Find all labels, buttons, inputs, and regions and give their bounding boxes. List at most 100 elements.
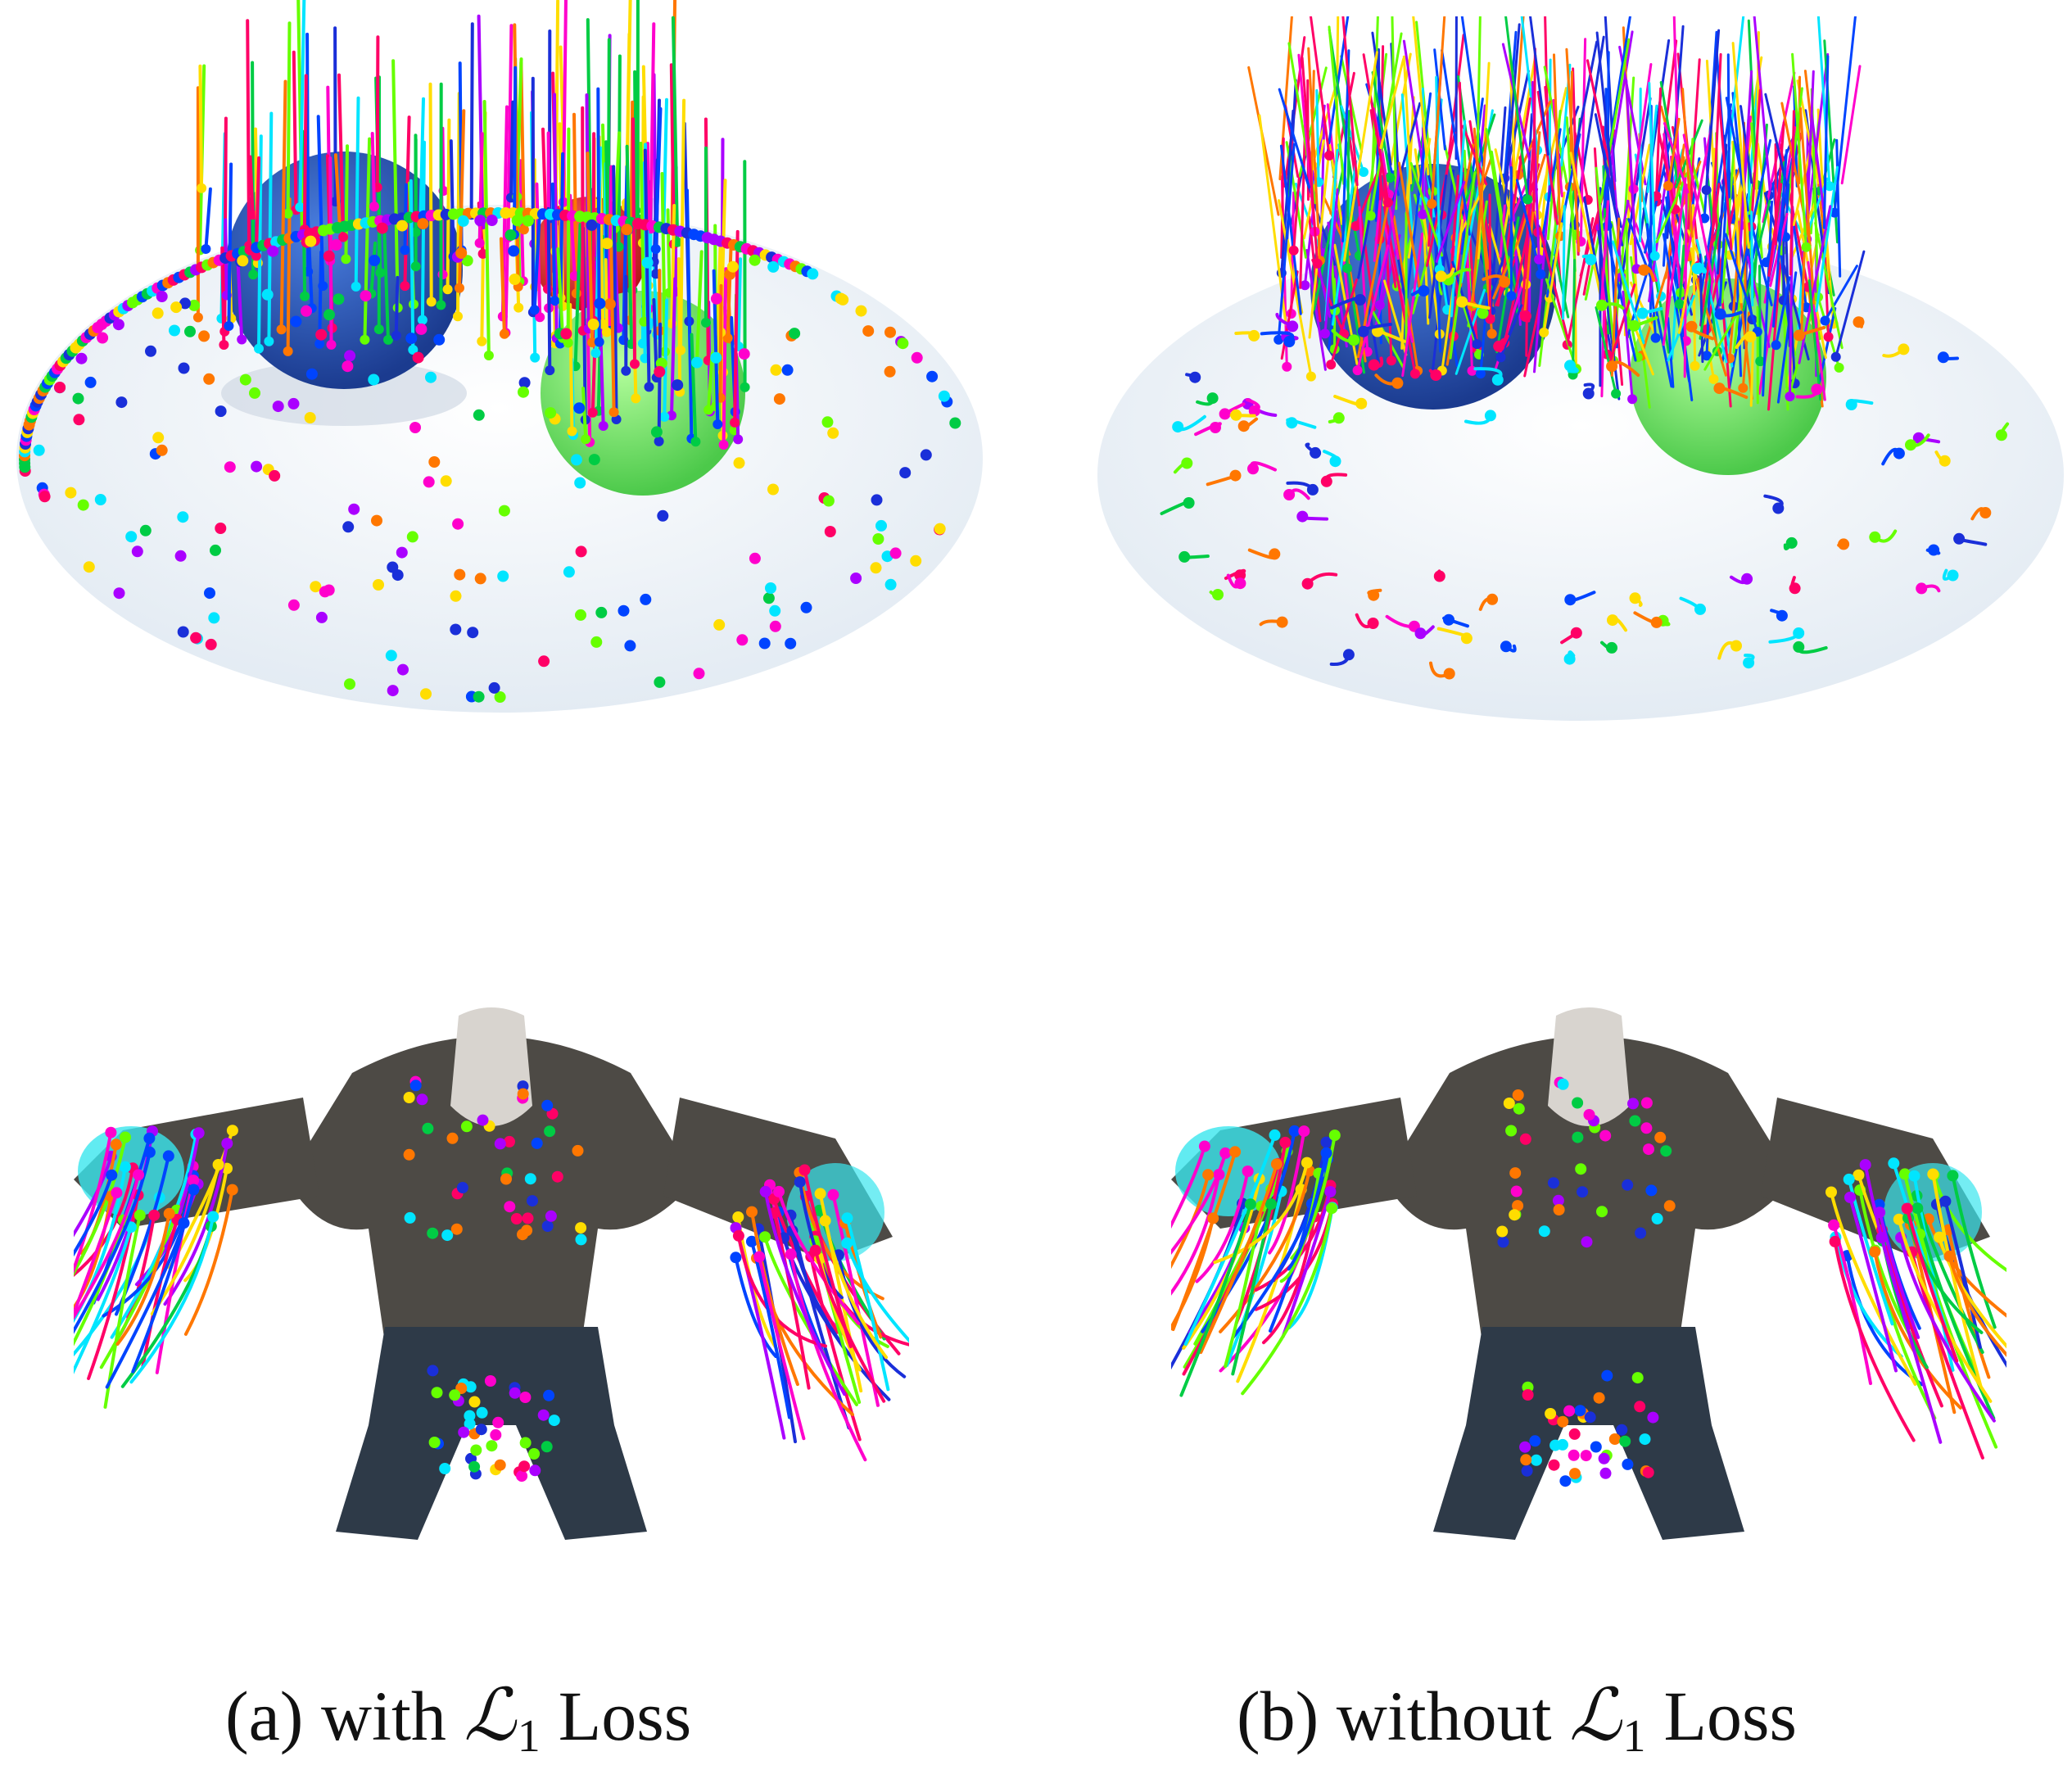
track-point [1354,294,1366,306]
track-line [1662,177,1687,346]
track-point [1619,1435,1631,1447]
track-point [889,547,902,559]
track-point [601,327,612,337]
track-line [1699,183,1721,327]
track-point [409,1080,422,1092]
track-point [247,210,258,220]
track-point [201,244,211,254]
track-point [333,293,345,306]
track-point [476,1406,488,1419]
track-point [1583,1109,1595,1120]
track-line [105,1221,186,1389]
track-point [884,365,896,378]
track-line [1724,233,1759,333]
track-line [670,204,676,325]
track-point [1319,328,1330,339]
track-point [1352,365,1363,376]
track-line [1595,31,1616,206]
track-line [789,1252,867,1462]
track-point [841,1237,853,1249]
track-point [1927,1168,1939,1180]
track-line [1425,131,1456,267]
track-line [370,132,376,209]
track-point [588,454,600,466]
track-point [170,301,183,314]
creature-legs [336,1327,647,1540]
track-point [1244,1198,1256,1211]
track-point [264,336,274,346]
track-point [178,362,190,374]
track-point [162,1150,174,1162]
track-point [428,456,441,468]
track-point [1629,1115,1641,1127]
track-point [691,356,703,369]
track-point [529,1464,541,1477]
track-line [344,144,349,261]
track-point [344,350,356,362]
track-line [1464,204,1473,373]
track-point [740,382,750,392]
track-point [1575,1163,1587,1175]
track-line [1503,23,1521,205]
track-point [654,676,666,688]
track-point [276,324,287,335]
track-line [1317,265,1332,319]
track-point [133,1209,146,1221]
track-point [1210,422,1221,433]
track-point [1503,1098,1515,1109]
track-point [112,319,124,331]
track-point [1789,582,1801,595]
track-line [566,127,571,345]
track-line [1374,81,1381,222]
track-point [1979,507,1992,518]
track-point [205,638,217,650]
track-line [129,1215,215,1384]
track-point [1801,242,1812,252]
track-line [631,117,636,366]
track-point [425,371,437,383]
track-point [315,611,328,623]
track-point [872,533,884,545]
track-line [1750,210,1754,307]
track-point [1326,360,1337,370]
track-line [654,106,663,251]
track-line [1699,222,1721,340]
track-line [1622,290,1634,401]
track-point [1332,412,1345,424]
track-point [640,593,652,605]
track-point [314,338,325,349]
track-line [1597,230,1621,401]
track-point [1206,392,1219,405]
track-line [204,187,212,251]
track-line [1609,283,1636,362]
caption-b: (b) without ℒ1 Loss [1237,1679,1797,1760]
creature-render-without-l1 [1171,1007,2006,1540]
track-point [456,1182,468,1193]
track-point [224,461,236,473]
track-point [1234,569,1246,582]
track-line [1648,82,1657,257]
track-point [548,1415,560,1427]
track-point [641,256,654,269]
track-point [125,531,138,543]
track-point [204,587,215,600]
track-point [342,521,355,533]
track-line [1782,264,1810,361]
track-point [1585,254,1597,265]
track-point [1582,387,1595,400]
track-point [484,1375,496,1387]
track-point [237,334,247,345]
track-point [1301,1157,1313,1169]
track-line [1682,134,1714,283]
track-point [1443,668,1455,680]
track-line [1562,205,1566,320]
track-point [1663,180,1673,191]
track-line [1476,16,1482,162]
track-point [1785,392,1795,401]
creature-body [1171,1007,1990,1540]
creature-without-l1 [1171,966,2006,1556]
track-line [763,1235,858,1406]
track-point [133,1169,144,1181]
track-point [1793,641,1805,653]
track-point [455,247,468,259]
